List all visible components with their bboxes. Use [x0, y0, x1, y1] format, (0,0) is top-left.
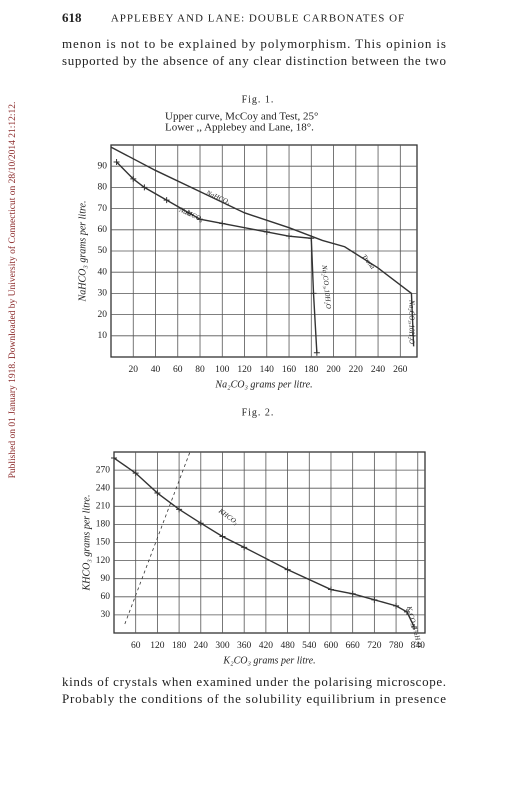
point-marker [349, 590, 356, 597]
x-tick-label: 60 [131, 641, 141, 651]
x-tick-label: 660 [346, 641, 361, 651]
body-line: menon is not to be explained by polymorp… [62, 36, 446, 51]
figure-label: Fig. 2. [242, 407, 275, 418]
point-marker [219, 533, 226, 540]
curve [116, 161, 318, 353]
y-tick-label: 270 [96, 465, 111, 475]
x-tick-label: 100 [215, 365, 230, 375]
page-number: 618 [62, 10, 82, 25]
figure-caption: Lower ,, Applebey and Lane, 18°. [165, 122, 314, 134]
x-tick-label: 60 [173, 365, 183, 375]
point-marker [308, 235, 315, 242]
x-tick-label: 120 [150, 641, 165, 651]
y-tick-label: 80 [98, 183, 108, 193]
y-axis-label: KHCO₃ grams per litre. [81, 495, 92, 592]
y-tick-label: 30 [98, 289, 108, 299]
x-tick-label: 180 [304, 365, 319, 375]
x-tick-label: 840 [411, 641, 426, 651]
point-marker [313, 349, 320, 356]
x-tick-label: 140 [260, 365, 275, 375]
point-marker [154, 490, 161, 497]
x-tick-label: 20 [129, 365, 139, 375]
curve [124, 451, 191, 625]
point-marker [111, 455, 117, 462]
x-tick-label: 540 [302, 641, 317, 651]
y-axis-label: NaHCO₃ grams per litre. [77, 201, 88, 303]
x-tick-label: 780 [389, 641, 404, 651]
point-marker [219, 220, 226, 227]
body-line: kinds of crystals when examined under th… [62, 674, 446, 689]
y-tick-label: 40 [98, 267, 108, 277]
y-tick-label: 180 [96, 520, 111, 530]
body-line: supported by the absence of any clear di… [62, 53, 446, 68]
point-marker [176, 506, 183, 513]
y-tick-label: 240 [96, 483, 111, 493]
x-tick-label: 300 [215, 641, 230, 651]
point-marker [141, 184, 148, 191]
x-tick-label: 220 [349, 365, 364, 375]
point-marker [185, 209, 192, 216]
figure-caption: Upper curve, McCoy and Test, 25° [165, 111, 318, 123]
point-marker [263, 228, 270, 235]
x-tick-label: 600 [324, 641, 339, 651]
y-tick-label: 60 [98, 225, 108, 235]
point-marker [163, 197, 170, 204]
point-marker [371, 596, 378, 603]
x-tick-label: 180 [172, 641, 187, 651]
point-marker [286, 233, 293, 240]
point-marker [403, 608, 410, 615]
point-marker [393, 602, 400, 609]
x-tick-label: 360 [237, 641, 252, 651]
x-tick-label: 160 [282, 365, 297, 375]
side-note: Published on 01 January 1918. Downloaded… [7, 102, 18, 479]
point-marker [130, 175, 137, 182]
point-marker [113, 158, 120, 165]
body-line: Probably the conditions of the solubilit… [62, 691, 446, 706]
point-marker [197, 520, 204, 527]
x-tick-label: 720 [367, 641, 382, 651]
y-tick-label: 20 [98, 310, 108, 320]
y-tick-label: 10 [98, 331, 108, 341]
y-tick-label: 60 [101, 592, 111, 602]
point-marker [310, 290, 317, 297]
y-tick-label: 90 [98, 161, 108, 171]
x-tick-label: 40 [151, 365, 161, 375]
point-marker [241, 544, 248, 551]
x-tick-label: 480 [280, 641, 295, 651]
running-title: APPLEBEY AND LANE: DOUBLE CARBONATES OF [111, 13, 405, 25]
y-tick-label: 50 [98, 246, 108, 256]
point-marker [284, 566, 291, 573]
y-tick-label: 150 [96, 538, 111, 548]
curve [110, 146, 415, 347]
point-marker [327, 586, 334, 593]
x-axis-label: K₂CO₃ grams per litre. [222, 655, 315, 666]
x-axis-label: Na₂CO₃ grams per litre. [214, 379, 312, 390]
x-tick-label: 120 [237, 365, 252, 375]
x-tick-label: 260 [393, 365, 408, 375]
y-tick-label: 70 [98, 204, 108, 214]
point-marker [197, 216, 204, 223]
x-tick-label: 80 [195, 365, 205, 375]
y-tick-label: 120 [96, 556, 111, 566]
x-tick-label: 420 [259, 641, 274, 651]
curve-label: Na₂CO₃,10H₂O [407, 299, 415, 344]
curve [113, 457, 415, 628]
figure-label: Fig. 1. [242, 94, 275, 105]
x-tick-label: 240 [371, 365, 386, 375]
y-tick-label: 90 [101, 574, 111, 584]
point-marker [411, 623, 418, 630]
y-tick-label: 210 [96, 501, 111, 511]
x-tick-label: 200 [326, 365, 341, 375]
point-marker [132, 470, 139, 477]
y-tick-label: 30 [101, 610, 111, 620]
x-tick-label: 240 [194, 641, 209, 651]
